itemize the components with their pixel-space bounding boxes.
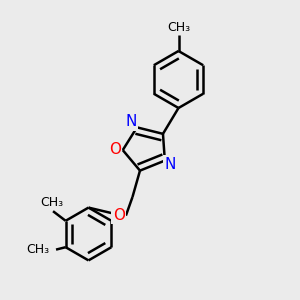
Text: O: O [113,208,125,223]
Text: O: O [109,142,121,157]
Text: CH₃: CH₃ [26,243,50,256]
Text: N: N [126,115,137,130]
Text: CH₃: CH₃ [167,21,190,34]
Text: CH₃: CH₃ [40,196,63,209]
Text: N: N [164,157,176,172]
